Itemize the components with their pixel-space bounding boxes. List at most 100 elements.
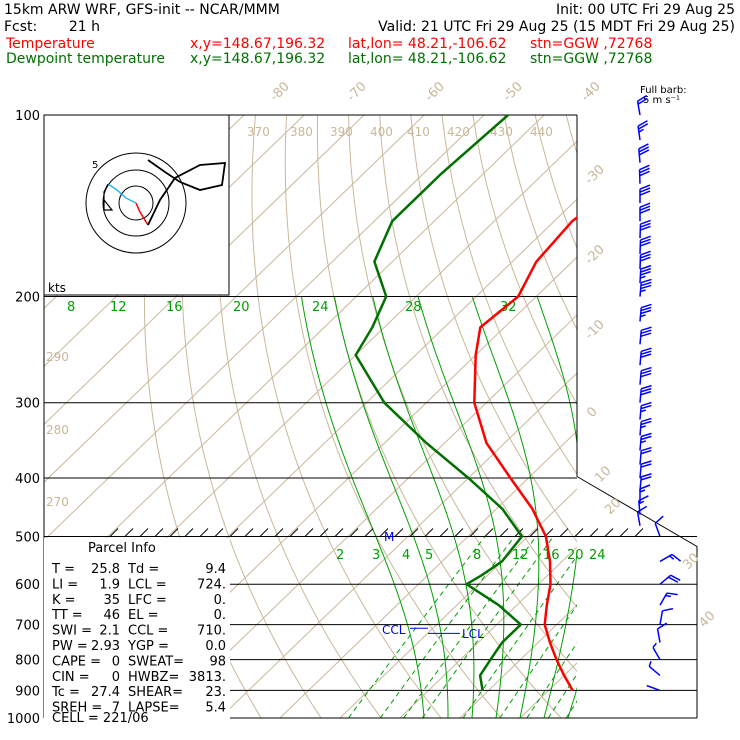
- pressure-tick-label: 700: [15, 619, 40, 634]
- moist-adiabat-label: 24: [312, 300, 329, 315]
- dry-adiabat-line: [659, 115, 740, 718]
- hodograph-low-level: [135, 202, 149, 226]
- dry-adiabat-label: 410: [407, 125, 430, 139]
- dry-adiabat-line: [251, 115, 442, 718]
- parcel-label-left: K =: [52, 593, 76, 608]
- pressure-tick-label: 500: [15, 530, 40, 545]
- hatch-mark: [619, 528, 629, 537]
- parcel-value-left: 0: [112, 670, 120, 685]
- hodograph-ring: [85, 152, 187, 254]
- wind-barb: [638, 143, 650, 163]
- isotherm-label: -30: [582, 162, 608, 188]
- mixing-ratio-line: [526, 642, 577, 718]
- hodograph-upper: [147, 159, 227, 226]
- hatch-mark: [169, 528, 179, 537]
- moist-adiabat-label: 8: [67, 300, 75, 315]
- moist-adiabat-line: [616, 297, 740, 719]
- dew-series-name: Dewpoint temperature: [6, 51, 165, 67]
- mixing-ratio-line: [379, 536, 515, 718]
- hatch-mark: [259, 528, 269, 537]
- wind-barb: [639, 235, 651, 254]
- parcel-label-right: EL =: [128, 608, 158, 623]
- pressure-tick-label: 300: [15, 397, 40, 412]
- wind-barb: [636, 505, 648, 526]
- wind-barb: [636, 94, 648, 116]
- hatch-mark: [334, 528, 344, 537]
- parcel-value-right: 23.: [205, 685, 226, 700]
- dry-adiabat-label: 390: [330, 125, 353, 139]
- hatch-mark: [529, 528, 539, 537]
- dry-adiabat-line: [217, 115, 382, 718]
- barb-legend-line2: 5 m s⁻¹: [643, 95, 680, 106]
- parcel-label-left: SREH =: [52, 701, 102, 716]
- isotherm-line: [459, 604, 577, 718]
- pressure-tick-label: 1000: [7, 712, 40, 727]
- isotherm-label: -60: [422, 79, 448, 105]
- isotherm-label: 0: [584, 404, 600, 420]
- parcel-label-right: LFC =: [128, 593, 167, 608]
- parcel-value-right: 0.: [214, 608, 226, 623]
- chart-header: 15km ARW WRF, GFS-init -- NCAR/MMM Init:…: [4, 2, 735, 106]
- wind-barb: [639, 484, 651, 504]
- moist-adiabat-label: 32: [500, 300, 517, 315]
- wind-barb: [659, 553, 682, 563]
- parcel-label-right: Td =: [127, 562, 159, 577]
- parcel-label-left: T =: [51, 562, 75, 577]
- parcel-value-right: 0.: [214, 593, 226, 608]
- temp-latlon: lat,lon= 48.21,-106.62: [348, 36, 506, 52]
- moist-adiabat-line: [372, 296, 475, 718]
- hodograph-mid-loop: [103, 183, 114, 211]
- dry-adiabat-line: [472, 115, 577, 406]
- hatch-mark: [184, 528, 194, 537]
- dry-adiabat-label: 400: [370, 125, 393, 139]
- hatch-mark: [424, 528, 434, 537]
- wind-barb: [639, 401, 652, 420]
- hatch-mark: [289, 528, 299, 537]
- wind-barb: [639, 460, 652, 479]
- hatch-mark: [439, 528, 449, 537]
- level-markers: CCL LCL M: [382, 530, 484, 641]
- parcel-value-left: 2.1: [99, 624, 120, 639]
- isotherm-label: 20: [602, 496, 624, 518]
- isotherm-label: -20: [582, 242, 608, 268]
- wind-barb: [639, 326, 652, 345]
- dew-stn: stn=GGW ,72768: [530, 51, 652, 67]
- parcel-info-title: Parcel Info: [88, 541, 156, 556]
- mixing-ratio-label: 16: [543, 548, 560, 563]
- dewpoint-trace: [354, 115, 524, 691]
- hatch-mark: [409, 528, 419, 537]
- parcel-value-right: 5.4: [205, 701, 226, 716]
- isotherm-line: [279, 430, 577, 718]
- dry-adiabat-line: [316, 115, 562, 718]
- mixing-ratio-label: 2: [336, 548, 344, 563]
- parcel-label-right: LCL =: [128, 577, 167, 592]
- mixing-ratio-label: 5: [425, 548, 433, 563]
- dry-adiabat-line: [379, 115, 577, 608]
- parcel-label-left: SWI =: [52, 624, 92, 639]
- mixing-ratio-label: 12: [512, 548, 529, 563]
- isotherm-line: [44, 115, 545, 599]
- model-title: 15km ARW WRF, GFS-init -- NCAR/MMM: [4, 2, 280, 18]
- parcel-label-right: SHEAR=: [128, 685, 183, 700]
- parcel-label-right: YGP =: [127, 639, 169, 654]
- hatch-mark: [394, 528, 404, 537]
- isotherm-line: [219, 372, 577, 718]
- hatch-mark: [349, 528, 359, 537]
- wind-barbs: [636, 94, 682, 692]
- hatch-mark: [109, 528, 119, 537]
- pressure-tick-label: 400: [15, 472, 40, 487]
- barb-legend-line1: Full barb:: [640, 85, 687, 96]
- parcel-value-left: 0: [112, 654, 120, 669]
- right-axis-skew: [576, 476, 698, 718]
- wind-barb: [639, 347, 652, 366]
- parcel-value-left: 25.8: [91, 562, 120, 577]
- parcel-value-left: 27.4: [91, 685, 120, 700]
- wind-barb: [639, 250, 651, 269]
- isotherm-label: -10: [582, 317, 608, 343]
- moist-adiabat-label: 12: [110, 300, 127, 315]
- isotherm-line: [159, 314, 577, 718]
- mixing-ratio-line: [462, 555, 577, 718]
- dry-adiabat-line: [691, 115, 740, 718]
- wind-barb: [639, 417, 652, 436]
